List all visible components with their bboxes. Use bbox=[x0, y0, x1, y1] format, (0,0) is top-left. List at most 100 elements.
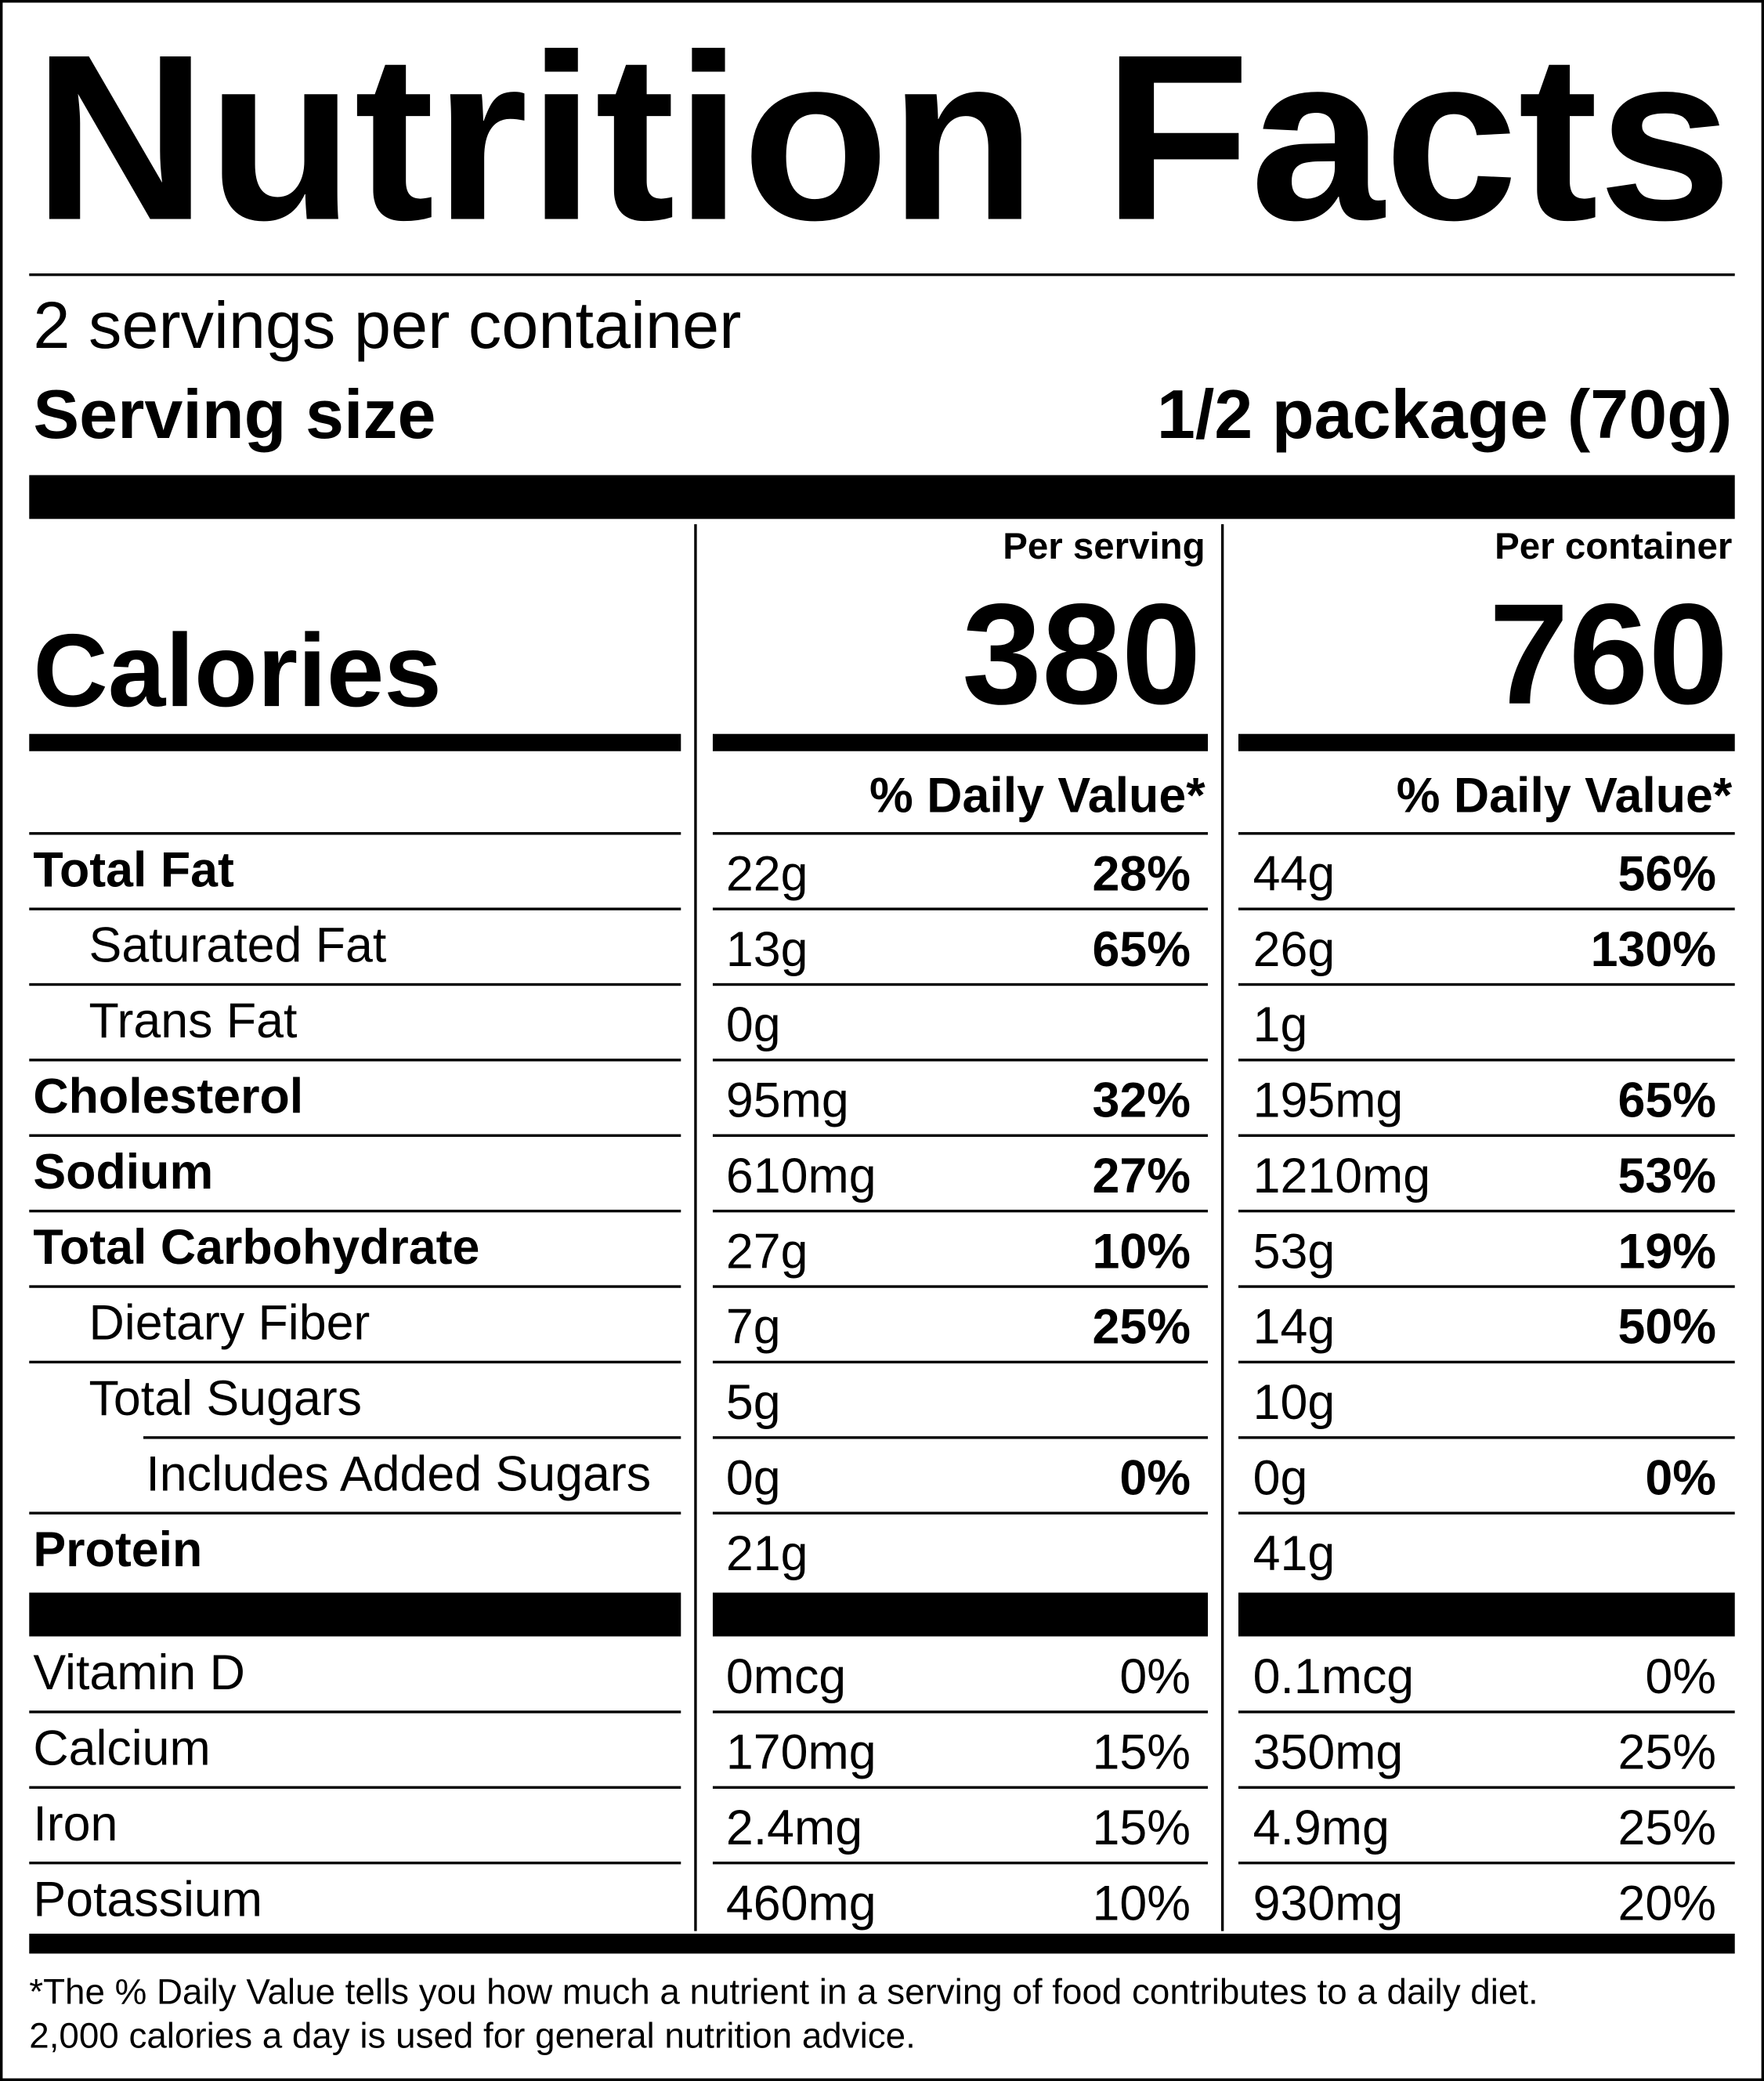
nutrient-name: Saturated Fat bbox=[89, 918, 387, 973]
rule bbox=[712, 1786, 1209, 1790]
daily-value: 65% bbox=[1618, 1073, 1716, 1128]
amount: 0mcg bbox=[726, 1649, 846, 1704]
rule bbox=[712, 1710, 1209, 1714]
amount: 41g bbox=[1253, 1526, 1336, 1581]
daily-value: 15% bbox=[1093, 1801, 1191, 1855]
rule bbox=[1238, 1360, 1735, 1364]
column-divider bbox=[1220, 524, 1224, 1931]
daily-value: 25% bbox=[1618, 1725, 1716, 1780]
daily-value: 0% bbox=[1119, 1450, 1191, 1505]
rule bbox=[143, 1436, 681, 1439]
amount: 610mg bbox=[726, 1149, 877, 1203]
amount: 4.9mg bbox=[1253, 1801, 1390, 1855]
rule bbox=[1238, 1059, 1735, 1062]
rule bbox=[29, 1710, 681, 1714]
daily-value: 32% bbox=[1093, 1073, 1191, 1128]
rule bbox=[1238, 1436, 1735, 1439]
daily-value: 0% bbox=[1119, 1649, 1191, 1704]
column-header: Per serving bbox=[1003, 526, 1205, 567]
rule bbox=[712, 1285, 1209, 1288]
nutrient-name: Cholesterol bbox=[33, 1069, 303, 1124]
rule bbox=[29, 832, 681, 835]
daily-value: 25% bbox=[1093, 1300, 1191, 1355]
nutrient-name: Total Sugars bbox=[89, 1371, 362, 1426]
nutrient-name: Calcium bbox=[33, 1721, 210, 1776]
rule bbox=[1238, 1592, 1735, 1637]
rule bbox=[1238, 907, 1735, 910]
rule bbox=[29, 1285, 681, 1288]
daily-value: 25% bbox=[1618, 1801, 1716, 1855]
title: Nutrition Facts bbox=[33, 5, 1732, 270]
rule bbox=[29, 1209, 681, 1213]
amount: 26g bbox=[1253, 922, 1336, 977]
rule bbox=[712, 1862, 1209, 1865]
amount: 13g bbox=[726, 922, 808, 977]
amount: 7g bbox=[726, 1300, 781, 1355]
amount: 0.1mcg bbox=[1253, 1649, 1415, 1704]
daily-value: 20% bbox=[1618, 1876, 1716, 1931]
nutrient-name: Dietary Fiber bbox=[89, 1296, 371, 1351]
nutrient-name: Includes Added Sugars bbox=[146, 1446, 651, 1501]
rule bbox=[29, 1134, 681, 1137]
rule bbox=[1238, 983, 1735, 986]
rule bbox=[712, 1360, 1209, 1364]
rule bbox=[29, 1786, 681, 1790]
amount: 0g bbox=[726, 1450, 781, 1505]
rule bbox=[1238, 1511, 1735, 1515]
rule bbox=[29, 907, 681, 910]
dv-header: % Daily Value* bbox=[869, 769, 1206, 823]
rule bbox=[712, 907, 1209, 910]
serving-size-label: Serving size bbox=[33, 375, 436, 453]
calories-value: 760 bbox=[1489, 574, 1728, 734]
amount: 0g bbox=[726, 997, 781, 1052]
dv-header: % Daily Value* bbox=[1397, 769, 1733, 823]
rule bbox=[712, 1436, 1209, 1439]
nutrient-name: Total Carbohydrate bbox=[33, 1220, 479, 1275]
rule bbox=[712, 1134, 1209, 1137]
rule bbox=[29, 273, 1735, 277]
amount: 170mg bbox=[726, 1725, 877, 1780]
calories-label: Calories bbox=[33, 613, 442, 729]
daily-value: 130% bbox=[1591, 922, 1716, 977]
daily-value: 50% bbox=[1618, 1300, 1716, 1355]
rule bbox=[712, 832, 1209, 835]
serving-size-value: 1/2 package (70g) bbox=[1157, 375, 1732, 453]
amount: 5g bbox=[726, 1375, 781, 1430]
daily-value: 65% bbox=[1093, 922, 1191, 977]
amount: 53g bbox=[1253, 1224, 1336, 1279]
daily-value: 15% bbox=[1093, 1725, 1191, 1780]
daily-value: 19% bbox=[1618, 1224, 1716, 1279]
rule bbox=[712, 1059, 1209, 1062]
daily-value: 56% bbox=[1618, 846, 1716, 901]
rule bbox=[29, 1360, 681, 1364]
amount: 1g bbox=[1253, 997, 1308, 1052]
rule bbox=[1238, 1710, 1735, 1714]
rule bbox=[29, 1592, 681, 1637]
amount: 460mg bbox=[726, 1876, 877, 1931]
rule bbox=[712, 733, 1209, 751]
daily-value: 28% bbox=[1093, 846, 1191, 901]
daily-value: 0% bbox=[1645, 1649, 1716, 1704]
rule bbox=[1238, 733, 1735, 751]
rule bbox=[29, 733, 681, 751]
daily-value: 10% bbox=[1093, 1876, 1191, 1931]
amount: 44g bbox=[1253, 846, 1336, 901]
rule bbox=[1238, 1209, 1735, 1213]
footnote: *The % Daily Value tells you how much a … bbox=[29, 1972, 1538, 2012]
calories-value: 380 bbox=[962, 574, 1201, 734]
amount: 27g bbox=[726, 1224, 808, 1279]
footnote: 2,000 calories a day is used for general… bbox=[29, 2016, 916, 2056]
amount: 350mg bbox=[1253, 1725, 1404, 1780]
amount: 95mg bbox=[726, 1073, 849, 1128]
rule bbox=[1238, 1285, 1735, 1288]
nutrient-name: Iron bbox=[33, 1797, 117, 1851]
amount: 930mg bbox=[1253, 1876, 1404, 1931]
daily-value: 10% bbox=[1093, 1224, 1191, 1279]
rule bbox=[712, 983, 1209, 986]
amount: 21g bbox=[726, 1526, 808, 1581]
nutrient-name: Protein bbox=[33, 1522, 202, 1577]
daily-value: 53% bbox=[1618, 1149, 1716, 1203]
